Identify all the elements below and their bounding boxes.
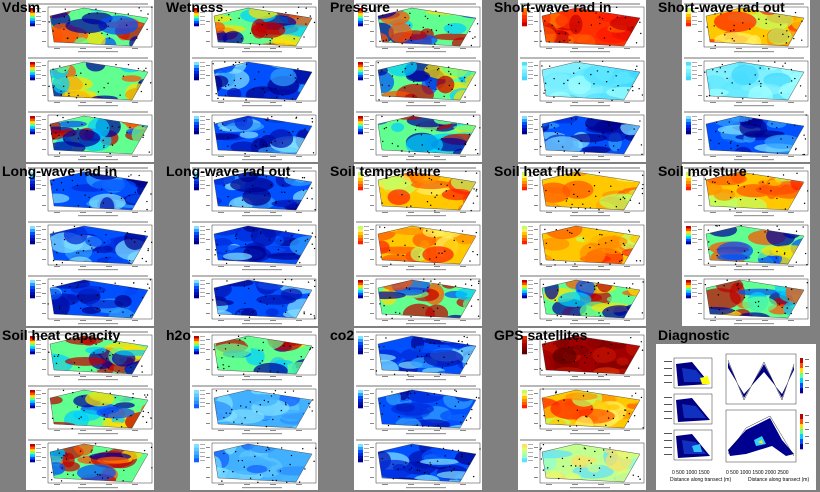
panel-title: co2 xyxy=(330,327,355,343)
map-plot xyxy=(28,275,153,325)
panel-title: Pressure xyxy=(330,0,390,15)
map-plot xyxy=(192,167,317,217)
panel-title: Soil temperature xyxy=(330,163,441,179)
map-plot xyxy=(192,221,317,271)
map-plot xyxy=(520,439,645,489)
right-ticks: 0 500 1000 1500 2000 2500 xyxy=(726,470,789,476)
panel-sheet xyxy=(26,0,154,162)
map-plot xyxy=(520,111,645,161)
panel-title: Soil heat capacity xyxy=(2,327,121,343)
map-plot xyxy=(356,221,481,271)
panel-sheet xyxy=(26,328,154,490)
panel-title: Soil moisture xyxy=(658,163,747,179)
map-plot xyxy=(520,167,645,217)
map-plot xyxy=(28,439,153,489)
panel-sheet xyxy=(190,328,318,490)
map-plot xyxy=(520,385,645,435)
map-plot xyxy=(520,57,645,107)
map-plot xyxy=(356,331,481,381)
panel-sheet xyxy=(518,164,646,326)
panel-soil-moisture: Soil moisture xyxy=(656,163,820,328)
panel-sheet xyxy=(682,0,810,162)
map-plot xyxy=(356,111,481,161)
panel-h2o: h2o xyxy=(164,327,328,492)
panel-sheet xyxy=(354,0,482,162)
panel-pressure: Pressure xyxy=(328,0,492,164)
map-plot xyxy=(356,439,481,489)
map-plot xyxy=(684,57,809,107)
map-plot xyxy=(520,221,645,271)
map-plot xyxy=(520,275,645,325)
panel-wetness: Wetness xyxy=(164,0,328,164)
panel-sheet xyxy=(26,164,154,326)
panel-lw-out: Long-wave rad out xyxy=(164,163,328,328)
map-plot xyxy=(28,221,153,271)
panel-sw-out: Short-wave rad out xyxy=(656,0,820,164)
map-plot xyxy=(28,57,153,107)
panel-title: Short-wave rad in xyxy=(494,0,612,15)
panel-title: Vdsm xyxy=(2,0,41,15)
panel-title: Diagnostic xyxy=(658,327,730,343)
panel-lw-in: Long-wave rad in xyxy=(0,163,164,328)
map-plot xyxy=(192,331,317,381)
map-plot xyxy=(356,3,481,53)
panel-sheet xyxy=(190,164,318,326)
map-plot xyxy=(192,111,317,161)
panel-sheet xyxy=(354,328,482,490)
map-plot xyxy=(192,439,317,489)
right-x-label: Distance along transect (m) xyxy=(748,477,810,483)
panel-title: GPS satellites xyxy=(494,327,588,343)
map-plot xyxy=(520,331,645,381)
map-plot xyxy=(356,275,481,325)
map-plot xyxy=(356,57,481,107)
panel-title: h2o xyxy=(166,327,191,343)
panel-sw-in: Short-wave rad in xyxy=(492,0,656,164)
left-x-label: Distance along transect (m) xyxy=(670,477,732,483)
map-plot xyxy=(356,385,481,435)
panel-title: Short-wave rad out xyxy=(658,0,785,15)
diagnostic-sheet: 0 500 1000 1500 Distance along transect (… xyxy=(656,344,816,490)
panel-sheet xyxy=(354,164,482,326)
map-plot xyxy=(356,167,481,217)
panel-soil-heat-flux: Soil heat flux xyxy=(492,163,656,328)
panel-vdsm: Vdsm xyxy=(0,0,164,164)
map-plot xyxy=(684,221,809,271)
map-plot xyxy=(192,385,317,435)
map-plot xyxy=(684,111,809,161)
panel-title: Wetness xyxy=(166,0,224,15)
panel-sheet xyxy=(518,328,646,490)
map-plot xyxy=(192,275,317,325)
map-plot xyxy=(28,111,153,161)
map-plot xyxy=(520,3,645,53)
panel-sheet xyxy=(190,0,318,162)
map-plot xyxy=(28,3,153,53)
map-plot xyxy=(28,331,153,381)
map-plot xyxy=(684,167,809,217)
panel-sheet xyxy=(682,164,810,326)
map-plot xyxy=(684,275,809,325)
panel-sheet xyxy=(518,0,646,162)
panel-title: Long-wave rad out xyxy=(166,163,291,179)
panel-title: Soil heat flux xyxy=(494,163,582,179)
panel-soil-heat-cap: Soil heat capacity xyxy=(0,327,164,492)
map-plot xyxy=(192,3,317,53)
left-ticks: 0 500 1000 1500 xyxy=(672,470,710,476)
panel-title: Long-wave rad in xyxy=(2,163,118,179)
panel-diagnostic: 0 500 1000 1500 Distance along transect (… xyxy=(656,327,820,492)
panel-co2: co2 xyxy=(328,327,492,492)
map-plot xyxy=(192,57,317,107)
diagnostic-plot xyxy=(664,353,809,463)
map-plot xyxy=(28,167,153,217)
panel-gps: GPS satellites xyxy=(492,327,656,492)
map-plot xyxy=(28,385,153,435)
panel-soil-temp: Soil temperature xyxy=(328,163,492,328)
map-plot xyxy=(684,3,809,53)
